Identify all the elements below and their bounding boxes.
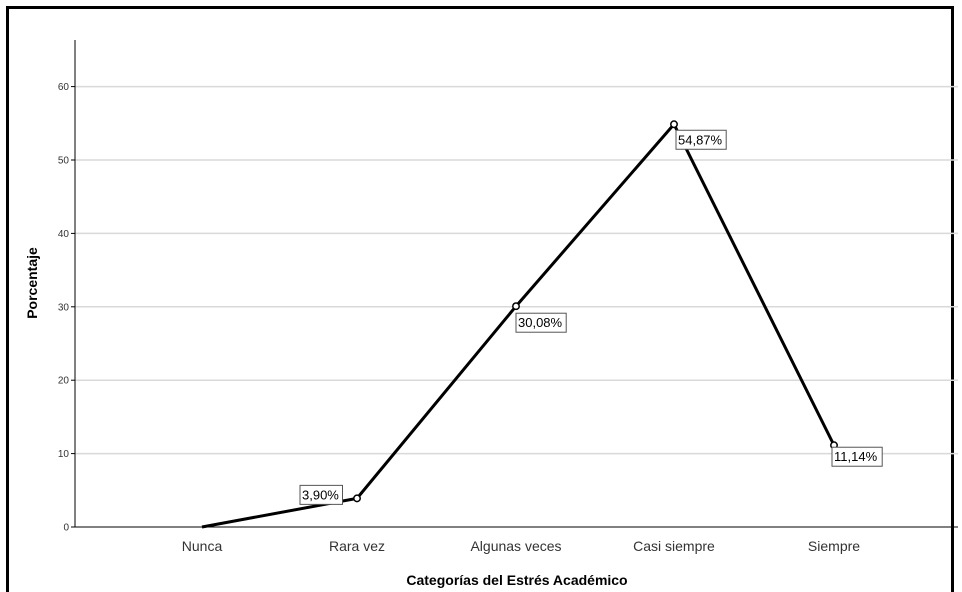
y-tick-label: 50 bbox=[58, 156, 70, 167]
data-label: 54,87% bbox=[675, 129, 727, 150]
y-axis-title: Porcentaje bbox=[24, 247, 40, 319]
x-tick-label: Nunca bbox=[182, 538, 223, 554]
x-tick-label: Algunas veces bbox=[470, 538, 561, 554]
data-label-text: 54,87% bbox=[678, 132, 723, 147]
data-labels: 3,90% 30,08% 54,87% 11,14% bbox=[299, 129, 883, 505]
data-label-box bbox=[831, 446, 883, 467]
chart-frame bbox=[6, 6, 954, 592]
data-label: 11,14% bbox=[831, 446, 883, 467]
x-tick-labels: Nunca Rara vez Algunas veces Casi siempre Si… bbox=[182, 538, 861, 554]
data-label-text: 11,14% bbox=[834, 449, 878, 464]
y-tick-label: 40 bbox=[58, 229, 70, 240]
data-point bbox=[353, 494, 361, 503]
data-label-box bbox=[675, 129, 727, 150]
y-tick-label: 20 bbox=[58, 376, 70, 387]
data-points bbox=[353, 120, 838, 503]
data-label: 30,08% bbox=[515, 312, 567, 333]
data-label-box bbox=[299, 484, 343, 505]
y-tick-label: 10 bbox=[58, 449, 70, 460]
x-tick-label: Siempre bbox=[808, 538, 860, 554]
data-label: 3,90% bbox=[299, 484, 343, 505]
data-point bbox=[512, 302, 520, 311]
grid-lines bbox=[75, 85, 958, 455]
x-tick-label: Rara vez bbox=[329, 538, 385, 554]
y-tick-label: 30 bbox=[58, 302, 70, 313]
x-tick-label: Casi siempre bbox=[633, 538, 715, 554]
y-tick-labels: 0 10 20 30 40 50 60 bbox=[58, 82, 75, 534]
data-label-text: 3,90% bbox=[302, 487, 339, 502]
data-label-text: 30,08% bbox=[518, 315, 563, 330]
x-axis-title: Categorías del Estrés Académico bbox=[406, 572, 627, 588]
y-tick-label: 0 bbox=[63, 523, 69, 534]
data-label-box bbox=[515, 312, 567, 333]
data-point bbox=[670, 120, 678, 129]
y-tick-label: 60 bbox=[58, 82, 70, 93]
